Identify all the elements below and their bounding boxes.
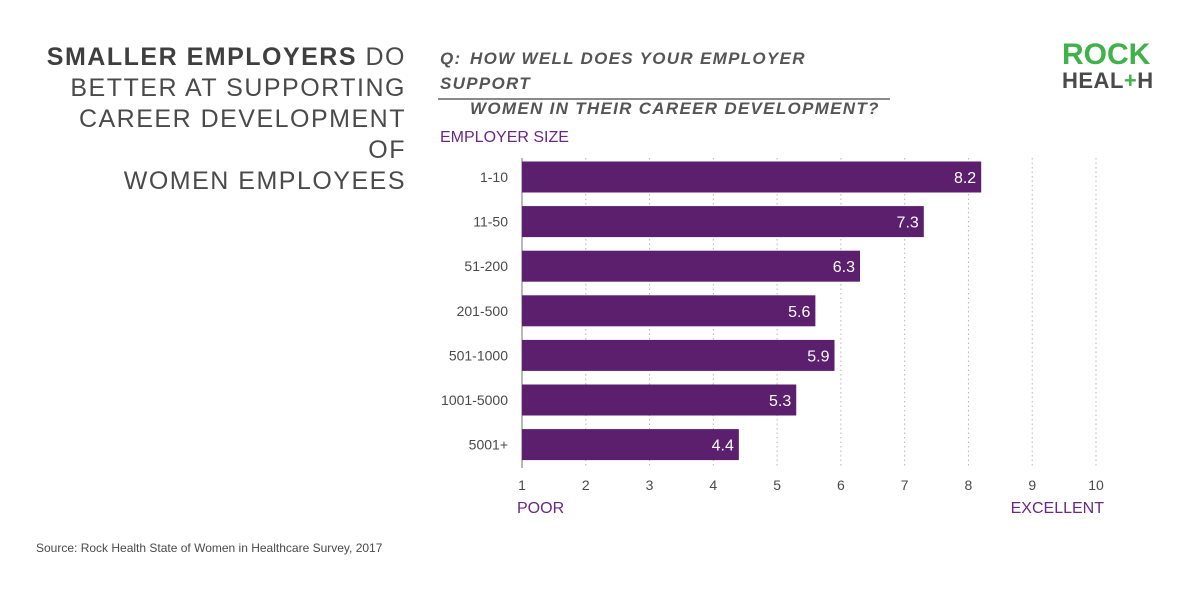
bar-501-1000	[522, 339, 835, 371]
logo-heal: HEAL	[1062, 68, 1124, 93]
headline-strong: SMALLER EMPLOYERS	[46, 43, 358, 71]
x-tick-label: 7	[901, 477, 909, 493]
bar-value-label: 8.2	[954, 170, 976, 187]
logo-h: H	[1137, 68, 1154, 93]
bar-value-label: 5.3	[769, 393, 791, 410]
bar-5001+	[522, 429, 739, 461]
category-label: 11-50	[473, 214, 508, 230]
question-line2: WOMEN IN THEIR CAREER DEVELOPMENT?	[470, 99, 880, 118]
y-axis-title: EMPLOYER SIZE	[440, 129, 569, 146]
headline-line4: WOMEN EMPLOYEES	[123, 167, 406, 195]
bars: 8.2 1-10 7.3 11-50 6.3 51-200 5.6 201-500 5.9 501…	[441, 161, 982, 461]
category-label: 1-10	[480, 169, 508, 185]
headline-line1-rest: DO	[357, 43, 406, 71]
logo-health: HEAL+H	[1062, 68, 1154, 94]
question-line1: HOW WELL DOES YOUR EMPLOYER SUPPORT	[440, 49, 806, 93]
headline-line2: BETTER AT SUPPORTING	[70, 74, 406, 102]
category-label: 1001-5000	[441, 392, 508, 408]
headline-line3: CAREER DEVELOPMENT OF	[78, 105, 406, 164]
category-label: 201-500	[457, 303, 509, 319]
category-label: 501-1000	[449, 347, 508, 363]
x-tick-label: 3	[646, 477, 654, 493]
x-tick-label: 9	[1028, 477, 1036, 493]
rock-health-logo: ROCK HEAL+H	[1062, 38, 1154, 94]
bar-1-10	[522, 161, 982, 193]
x-tick-label: 2	[582, 477, 590, 493]
logo-plus: +	[1123, 68, 1138, 93]
x-tick-label: 4	[709, 477, 717, 493]
logo-rock: ROCK	[1062, 38, 1151, 71]
bar-1001-5000	[522, 384, 797, 416]
bar-11-50	[522, 206, 924, 238]
bar-51-200	[522, 250, 861, 282]
x-tick-label: 6	[837, 477, 845, 493]
headline: SMALLER EMPLOYERS DO BETTER AT SUPPORTIN…	[40, 42, 406, 197]
x-tick-labels: 1 2 3 4 5 6 7 8 9 10	[518, 477, 1104, 493]
bar-value-label: 4.4	[712, 438, 734, 455]
category-label: 51-200	[464, 258, 508, 274]
category-label: 5001+	[469, 437, 508, 453]
bar-value-label: 5.9	[807, 348, 829, 365]
bar-value-label: 6.3	[833, 259, 855, 276]
question: Q: HOW WELL DOES YOUR EMPLOYER SUPPORT WO…	[440, 46, 890, 121]
x-max-label: EXCELLENT	[1011, 500, 1105, 517]
bar-201-500	[522, 295, 816, 327]
bar-value-label: 5.6	[788, 304, 810, 321]
source-note: Source: Rock Health State of Women in He…	[36, 541, 383, 555]
x-min-label: POOR	[517, 500, 564, 517]
x-tick-label: 8	[965, 477, 973, 493]
bar-value-label: 7.3	[897, 215, 919, 232]
x-tick-label: 1	[518, 477, 526, 493]
question-underline	[438, 98, 890, 100]
x-tick-label: 10	[1088, 477, 1104, 493]
x-tick-label: 5	[773, 477, 781, 493]
question-prefix: Q:	[440, 49, 462, 68]
